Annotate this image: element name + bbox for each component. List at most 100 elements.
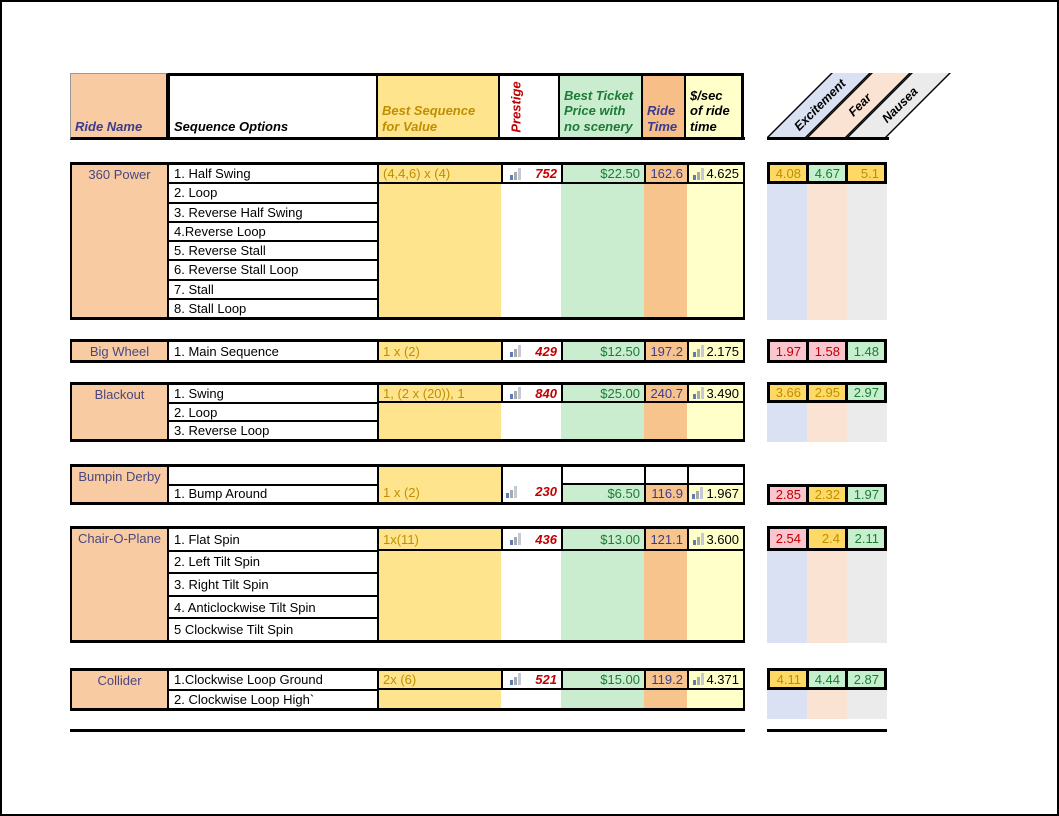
- best-sequence-cell[interactable]: (4,4,6) x (4): [379, 165, 501, 317]
- header-per-sec-label: $/sec of ride time: [690, 88, 730, 134]
- ticket-price-value: $12.50: [600, 343, 640, 359]
- fear-cell[interactable]: 2.32: [806, 487, 845, 502]
- excitement-cell[interactable]: 4.08: [770, 165, 806, 181]
- bar-chart-icon: [693, 533, 704, 546]
- fear-cell[interactable]: 2.95: [806, 385, 845, 400]
- best-sequence-cell[interactable]: 1x(11): [379, 529, 501, 640]
- ticket-price-cell[interactable]: $25.00: [561, 385, 644, 439]
- ride-name-label: Bumpin Derby: [78, 469, 161, 484]
- header-ticket-price-label: Best Ticket Price with no scenery: [564, 88, 634, 134]
- best-sequence-cell[interactable]: 1, (2 x (20)), 1: [379, 385, 501, 439]
- ride-time-cell[interactable]: 240.7: [644, 385, 687, 439]
- prestige-cell[interactable]: 436: [501, 529, 561, 640]
- prestige-cell[interactable]: 752: [501, 165, 561, 317]
- prestige-value: 752: [535, 166, 557, 181]
- sequence-option-cell[interactable]: 3. Right Tilt Spin: [169, 574, 377, 597]
- ride-time-cell[interactable]: 197.2: [644, 342, 687, 360]
- ratings-block-blackout: 3.66 2.95 2.97: [767, 382, 887, 442]
- ticket-price-value: $22.50: [600, 166, 640, 181]
- sequence-option-cell[interactable]: 1. Swing: [169, 385, 377, 404]
- per-sec-cell[interactable]: 4.371: [687, 671, 743, 708]
- sequence-option-cell[interactable]: [169, 467, 377, 486]
- sequence-option-cell[interactable]: 2. Loop: [169, 184, 377, 204]
- sequence-options-column: 1.Clockwise Loop Ground 2. Clockwise Loo…: [169, 671, 379, 708]
- sequence-option-cell[interactable]: 1. Main Sequence: [174, 343, 279, 359]
- sequence-option-cell[interactable]: 4. Anticlockwise Tilt Spin: [169, 597, 377, 620]
- ride-name-cell[interactable]: Collider: [72, 671, 169, 708]
- header-per-sec[interactable]: $/sec of ride time: [686, 73, 744, 137]
- best-sequence-value: (4,4,6) x (4): [383, 166, 451, 181]
- prestige-cell[interactable]: 840: [501, 385, 561, 439]
- fear-cell[interactable]: 4.67: [806, 165, 845, 181]
- header-ride-time[interactable]: Ride Time: [643, 73, 686, 137]
- per-sec-cell[interactable]: 1.967: [687, 467, 743, 502]
- ride-name-cell[interactable]: Big Wheel: [72, 342, 169, 360]
- header-ticket-price[interactable]: Best Ticket Price with no scenery: [560, 73, 643, 137]
- ride-name-cell[interactable]: Bumpin Derby: [72, 467, 169, 502]
- ticket-price-cell[interactable]: $22.50: [561, 165, 644, 317]
- sequence-option-cell[interactable]: 6. Reverse Stall Loop: [169, 261, 377, 281]
- header-sequence-options[interactable]: Sequence Options: [168, 73, 378, 137]
- fear-value: 2.32: [814, 487, 840, 502]
- header-prestige[interactable]: Prestige: [500, 73, 560, 137]
- best-sequence-cell[interactable]: 1 x (2): [379, 467, 501, 502]
- per-sec-cell[interactable]: 4.625: [687, 165, 743, 317]
- bar-chart-icon: [510, 387, 521, 399]
- prestige-value: 521: [535, 671, 557, 687]
- sequence-option-cell[interactable]: 5 Clockwise Tilt Spin: [174, 622, 294, 638]
- ticket-price-cell[interactable]: $6.50: [561, 467, 644, 502]
- ticket-price-cell[interactable]: $12.50: [561, 342, 644, 360]
- excitement-cell[interactable]: 2.54: [770, 529, 806, 548]
- ride-time-cell[interactable]: 121.1: [644, 529, 687, 640]
- ride-name-label: Chair-O-Plane: [77, 531, 162, 546]
- ride-name-label: 360 Power: [88, 167, 151, 182]
- sequence-option-cell[interactable]: 7. Stall: [169, 281, 377, 300]
- ticket-price-cell[interactable]: $15.00: [561, 671, 644, 708]
- nausea-cell[interactable]: 2.87: [845, 671, 884, 687]
- sequence-options-column: 1. Flat Spin 2. Left Tilt Spin 3. Right …: [169, 529, 379, 640]
- best-sequence-value: 2x (6): [383, 671, 417, 687]
- sequence-option-cell[interactable]: 2. Loop: [169, 404, 377, 423]
- header-ride-name[interactable]: Ride Name: [71, 73, 168, 137]
- fear-cell[interactable]: 1.58: [806, 342, 845, 360]
- ride-time-cell[interactable]: 162.6: [644, 165, 687, 317]
- sequence-option-cell[interactable]: 1. Half Swing: [169, 165, 377, 185]
- excitement-cell[interactable]: 3.66: [770, 385, 806, 400]
- sequence-option-cell[interactable]: 8. Stall Loop: [174, 300, 247, 316]
- excitement-cell[interactable]: 4.11: [770, 671, 806, 687]
- sequence-option-cell[interactable]: 4.Reverse Loop: [169, 223, 377, 242]
- ticket-price-cell[interactable]: $13.00: [561, 529, 644, 640]
- ride-name-cell[interactable]: 360 Power: [72, 165, 169, 317]
- nausea-cell[interactable]: 1.48: [845, 342, 884, 360]
- prestige-cell[interactable]: 429: [501, 342, 561, 360]
- sequence-option-cell[interactable]: 3. Reverse Half Swing: [169, 204, 377, 223]
- nausea-cell[interactable]: 5.1: [845, 165, 884, 181]
- sequence-option-cell[interactable]: 1.Clockwise Loop Ground: [169, 671, 377, 691]
- excitement-cell[interactable]: 1.97: [770, 342, 806, 360]
- sequence-option-cell[interactable]: 5. Reverse Stall: [169, 242, 377, 262]
- best-sequence-cell[interactable]: 1 x (2): [379, 342, 501, 360]
- ticket-price-value: $25.00: [600, 385, 640, 401]
- sequence-option-cell[interactable]: 2. Clockwise Loop High`: [174, 691, 315, 707]
- prestige-cell[interactable]: 521: [501, 671, 561, 708]
- best-sequence-cell[interactable]: 2x (6): [379, 671, 501, 708]
- fear-cell[interactable]: 4.44: [806, 671, 845, 687]
- sequence-option-cell[interactable]: 3. Reverse Loop: [174, 423, 270, 439]
- sequence-option-cell[interactable]: 2. Left Tilt Spin: [169, 552, 377, 575]
- ride-time-cell[interactable]: 116.9: [644, 467, 687, 502]
- ride-name-cell[interactable]: Blackout: [72, 385, 169, 439]
- nausea-cell[interactable]: 2.97: [845, 385, 884, 400]
- per-sec-cell[interactable]: 2.175: [687, 342, 743, 360]
- prestige-cell[interactable]: 230: [501, 467, 561, 502]
- per-sec-cell[interactable]: 3.600: [687, 529, 743, 640]
- sequence-option-cell[interactable]: 1. Flat Spin: [169, 529, 377, 552]
- excitement-cell[interactable]: 2.85: [770, 487, 806, 502]
- header-best-sequence[interactable]: Best Sequence for Value: [378, 73, 500, 137]
- ride-name-cell[interactable]: Chair-O-Plane: [72, 529, 169, 640]
- nausea-cell[interactable]: 1.97: [845, 487, 884, 502]
- per-sec-cell[interactable]: 3.490: [687, 385, 743, 439]
- nausea-cell[interactable]: 2.11: [845, 529, 884, 548]
- sequence-option-cell[interactable]: 1. Bump Around: [174, 486, 268, 502]
- fear-cell[interactable]: 2.4: [806, 529, 845, 548]
- ride-time-cell[interactable]: 119.2: [644, 671, 687, 708]
